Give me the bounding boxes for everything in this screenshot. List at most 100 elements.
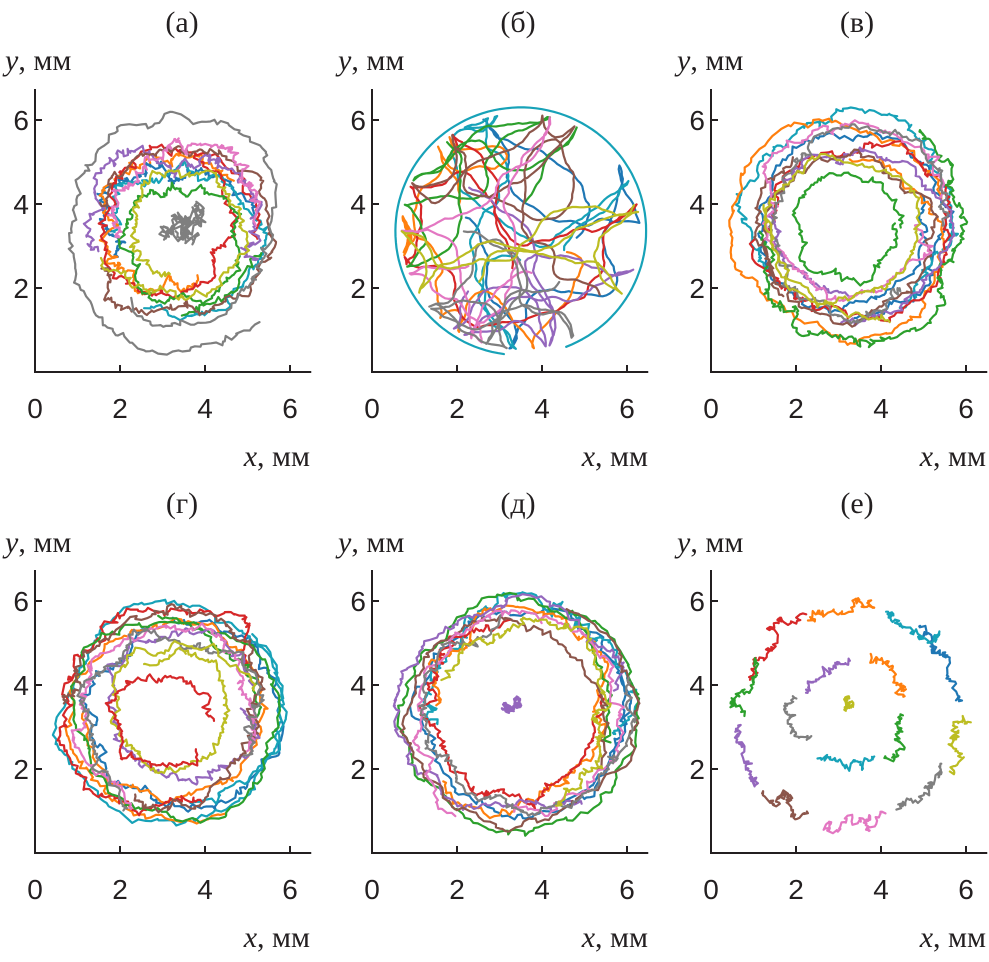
trajectory (99, 169, 251, 301)
x-axis-title: x, мм (919, 921, 986, 954)
x-axis-title: x, мм (581, 440, 648, 473)
y-tick-label: 6 (350, 586, 366, 617)
y-tick-label: 4 (689, 670, 705, 701)
trajectory (417, 614, 637, 817)
trajectory (885, 610, 941, 644)
panel-label: (в) (840, 6, 874, 39)
trajectories (729, 597, 972, 835)
trajectory (947, 714, 972, 776)
y-axis-title: y, мм (2, 44, 71, 77)
inner-trajectory (104, 673, 216, 769)
trajectory (758, 129, 969, 349)
y-tick-label: 2 (13, 754, 29, 785)
trajectories (67, 110, 278, 356)
trajectory (117, 181, 263, 317)
trajectory (111, 160, 269, 322)
x-tick-label: 0 (364, 393, 380, 424)
trajectories (728, 106, 969, 349)
y-tick-label: 4 (350, 670, 366, 701)
inner-trajectory (869, 652, 907, 698)
x-tick-label: 0 (27, 874, 43, 905)
y-tick-label: 4 (13, 189, 29, 220)
x-tick-label: 2 (449, 393, 465, 424)
trajectory (98, 150, 235, 296)
panel-6: (е) y, мм x, мм 0 2 4 6 2 4 6 (674, 487, 988, 954)
y-tick-label: 6 (13, 105, 29, 136)
trajectory (76, 627, 265, 812)
y-tick-label: 2 (350, 754, 366, 785)
trajectory (748, 612, 808, 681)
x-tick-label: 6 (958, 393, 974, 424)
trajectories (394, 106, 648, 356)
y-axis-title: y, мм (2, 526, 71, 559)
trajectory (464, 118, 641, 350)
x-tick-label: 0 (703, 393, 719, 424)
panel-4: (г) y, мм x, мм 0 2 4 6 2 4 6 (2, 487, 312, 954)
x-tick-label: 2 (788, 874, 804, 905)
inner-trajectory (804, 657, 851, 694)
y-tick-label: 4 (689, 189, 705, 220)
central-cluster (500, 695, 523, 714)
x-tick-label: 2 (788, 393, 804, 424)
y-tick-label: 6 (350, 105, 366, 136)
panel-label: (б) (500, 6, 535, 39)
trajectories (392, 591, 641, 837)
x-axis-title: x, мм (243, 440, 310, 473)
panel-label: (е) (840, 487, 873, 520)
trajectory (64, 617, 269, 825)
trajectory (761, 789, 809, 821)
y-tick-label: 2 (689, 273, 705, 304)
trajectory (107, 137, 262, 239)
inner-trajectory (791, 171, 905, 287)
y-tick-label: 2 (13, 273, 29, 304)
y-axis-title: y, мм (335, 44, 404, 77)
trajectory (421, 591, 640, 736)
y-tick-label: 6 (689, 586, 705, 617)
trajectory (806, 597, 876, 623)
trajectory (411, 114, 601, 296)
trajectory (451, 114, 630, 350)
inner-trajectory (883, 713, 906, 763)
x-tick-label: 6 (958, 874, 974, 905)
trajectory (403, 116, 578, 268)
x-tick-label: 6 (619, 874, 635, 905)
x-tick-label: 2 (112, 874, 128, 905)
panel-1: (а) y, мм x, мм 0 2 4 6 2 4 6 (2, 6, 312, 473)
trajectory (109, 640, 257, 775)
x-tick-label: 6 (282, 393, 298, 424)
trajectory (733, 723, 759, 788)
trajectory (729, 657, 760, 718)
inner-trajectory (782, 695, 813, 741)
trajectory (417, 618, 605, 811)
x-tick-label: 4 (534, 393, 550, 424)
boundary-trajectory (394, 106, 648, 356)
x-tick-label: 6 (619, 393, 635, 424)
trajectory (401, 136, 584, 350)
trajectory (400, 204, 640, 295)
x-tick-label: 2 (449, 874, 465, 905)
trajectory (918, 624, 964, 703)
trajectory (67, 110, 278, 356)
trajectory (82, 144, 263, 262)
y-axis-title: y, мм (674, 44, 743, 77)
x-tick-label: 4 (197, 874, 213, 905)
x-tick-label: 0 (703, 874, 719, 905)
central-cluster (158, 200, 207, 246)
y-axis-title: y, мм (674, 526, 743, 559)
trajectory (768, 123, 950, 325)
trajectories (51, 598, 288, 827)
panel-5: (д) y, мм x, мм 0 2 4 6 2 4 6 (335, 487, 649, 954)
x-tick-label: 4 (534, 874, 550, 905)
trajectory (70, 614, 282, 824)
y-tick-label: 6 (13, 586, 29, 617)
y-tick-label: 4 (13, 670, 29, 701)
trajectory (761, 119, 946, 303)
axis-frame (34, 570, 312, 854)
x-tick-label: 2 (112, 393, 128, 424)
y-tick-label: 2 (689, 754, 705, 785)
y-tick-label: 4 (350, 189, 366, 220)
x-tick-label: 4 (873, 393, 889, 424)
x-axis-title: x, мм (243, 921, 310, 954)
x-tick-label: 0 (27, 393, 43, 424)
